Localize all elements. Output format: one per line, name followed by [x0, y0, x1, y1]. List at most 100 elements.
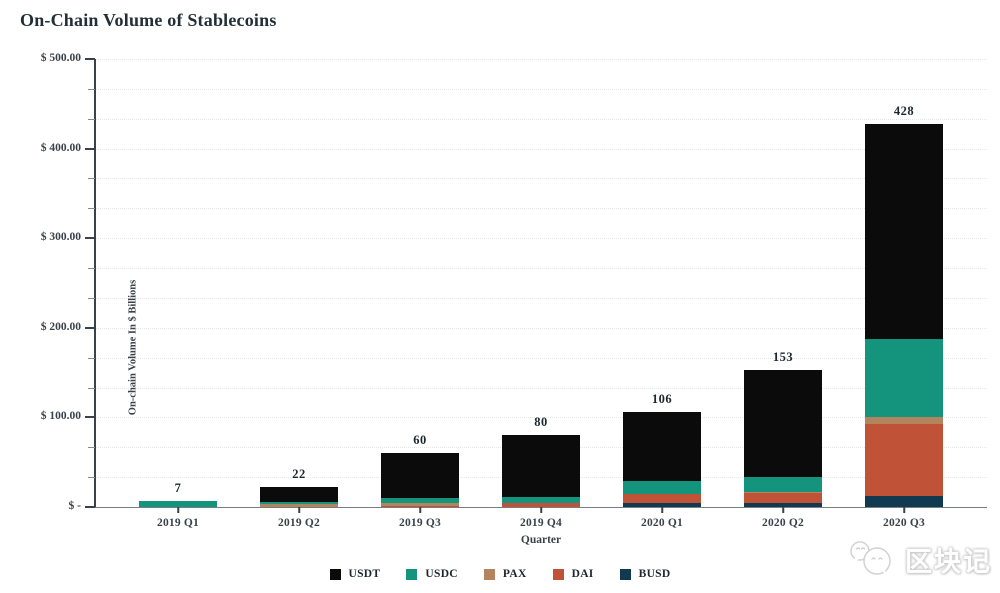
legend-item-usdc: USDC: [406, 568, 458, 580]
y-axis-minor-tick: [88, 357, 95, 359]
gridline: [95, 297, 987, 299]
legend-swatch-dai: [552, 568, 564, 580]
stacked-bar-2019-q2: [260, 487, 338, 507]
y-axis-minor-tick: [88, 208, 95, 210]
x-axis-tick: [661, 507, 663, 513]
bar-segment-usdt: [381, 453, 459, 499]
legend-swatch-pax: [483, 568, 495, 580]
legend-swatch-usdc: [406, 568, 418, 580]
x-axis-tick: [298, 507, 300, 513]
gridline: [95, 268, 987, 270]
y-axis-major-tick: [85, 147, 95, 150]
legend-label: PAX: [502, 568, 527, 580]
bar-segment-usdc: [139, 500, 217, 507]
bar-total-label: 7: [174, 480, 182, 495]
y-axis-tick-label: $ 100.00: [40, 410, 81, 423]
y-axis-tick-label: $ 400.00: [40, 141, 81, 154]
bar-segment-usdc: [744, 477, 822, 492]
bar-segment-usdc: [381, 498, 459, 504]
y-axis-minor-tick: [88, 88, 95, 90]
x-axis-tick-label: 2019 Q3: [399, 517, 441, 529]
gridline: [95, 88, 987, 90]
bar-total-label: 80: [534, 415, 548, 430]
x-axis-tick: [177, 507, 179, 513]
y-axis-major-tick: [85, 58, 95, 60]
bar-segment-pax: [260, 504, 338, 507]
x-axis-tick-label: 2020 Q1: [641, 517, 683, 529]
bar-segment-dai: [865, 423, 943, 497]
x-axis-tick-label: 2019 Q2: [278, 517, 320, 529]
bar-segment-dai: [744, 492, 822, 503]
gridline: [95, 238, 987, 240]
y-axis-tick-label: $ -: [68, 500, 81, 512]
bar-total-label: 153: [772, 349, 794, 364]
stacked-bar-2019-q3: [381, 453, 459, 507]
stacked-bar-2020-q1: [623, 412, 701, 507]
y-axis-minor-tick: [88, 447, 95, 449]
gridline: [95, 417, 987, 419]
bar-segment-usdc: [623, 481, 701, 494]
x-axis-tick-label: 2019 Q4: [520, 517, 562, 529]
legend-label: DAI: [571, 568, 594, 580]
chart-legend: USDT USDC PAX DAI BUSD: [0, 568, 1000, 580]
bar-total-label: 22: [292, 467, 306, 482]
bar-total-label: 60: [413, 433, 427, 448]
y-axis-tick-label: $ 500.00: [40, 52, 81, 64]
gridline: [95, 148, 987, 150]
bar-segment-usdt: [865, 123, 943, 339]
bar-segment-pax: [744, 491, 822, 493]
stacked-bar-2020-q2: [744, 369, 822, 507]
stacked-bar-2020-q3: [865, 123, 943, 507]
bar-total-label: 428: [893, 103, 915, 118]
gridline: [95, 357, 987, 359]
bar-segment-pax: [502, 502, 580, 504]
y-axis-line: [94, 59, 96, 507]
stacked-bar-2019-q4: [502, 435, 580, 507]
y-axis-tick-label: $ 200.00: [40, 320, 81, 333]
legend-label: USDT: [348, 568, 381, 580]
y-axis-major-tick: [85, 506, 95, 508]
bar-segment-busd: [744, 502, 822, 507]
bar-segment-usdt: [623, 412, 701, 482]
x-axis-tick: [782, 507, 784, 513]
bar-segment-pax: [865, 417, 943, 424]
gridline: [95, 387, 987, 389]
gridline: [95, 178, 987, 180]
y-axis-title: On-chain Volume In $ Billions: [127, 279, 139, 416]
x-axis-tick: [540, 507, 542, 513]
bar-segment-busd: [623, 502, 701, 507]
plot-area: $ 500.00 $ 400.00 $ 300.00 $ 200.00 $ 100.00…: [41, 52, 987, 529]
legend-swatch-busd: [619, 568, 631, 580]
y-axis-minor-tick: [88, 178, 95, 180]
bar-segment-pax: [623, 493, 701, 495]
y-axis-major-tick: [85, 416, 95, 419]
legend-item-usdt: USDT: [329, 568, 381, 580]
x-axis-title: Quarter: [520, 534, 562, 546]
y-axis-minor-tick: [88, 387, 95, 389]
bar-segment-dai: [502, 503, 580, 507]
gridline: [95, 208, 987, 210]
bar-segment-busd: [865, 496, 943, 507]
bar-segment-dai: [381, 506, 459, 507]
y-axis-minor-tick: [88, 118, 95, 120]
legend-item-dai: DAI: [552, 568, 594, 580]
gridline: [95, 118, 987, 120]
gridline: [95, 327, 987, 329]
y-axis-major-tick: [85, 237, 95, 240]
bar-segment-usdt: [502, 435, 580, 498]
y-axis-minor-tick: [88, 477, 95, 479]
legend-item-busd: BUSD: [619, 568, 671, 580]
bar-segment-usdc: [865, 338, 943, 418]
bar-segment-usdc: [502, 497, 580, 503]
legend-item-pax: PAX: [483, 568, 527, 580]
x-axis-tick-label: 2020 Q3: [883, 517, 925, 529]
bar-segment-usdt: [744, 369, 822, 478]
bar-total-label: 106: [651, 392, 673, 407]
y-axis-minor-tick: [88, 297, 95, 299]
stacked-bar-2019-q1: [139, 500, 217, 507]
x-axis-tick-label: 2019 Q1: [157, 517, 199, 529]
y-axis-major-tick: [85, 326, 95, 329]
legend-label: USDC: [425, 568, 458, 580]
x-axis-tick: [903, 507, 905, 513]
